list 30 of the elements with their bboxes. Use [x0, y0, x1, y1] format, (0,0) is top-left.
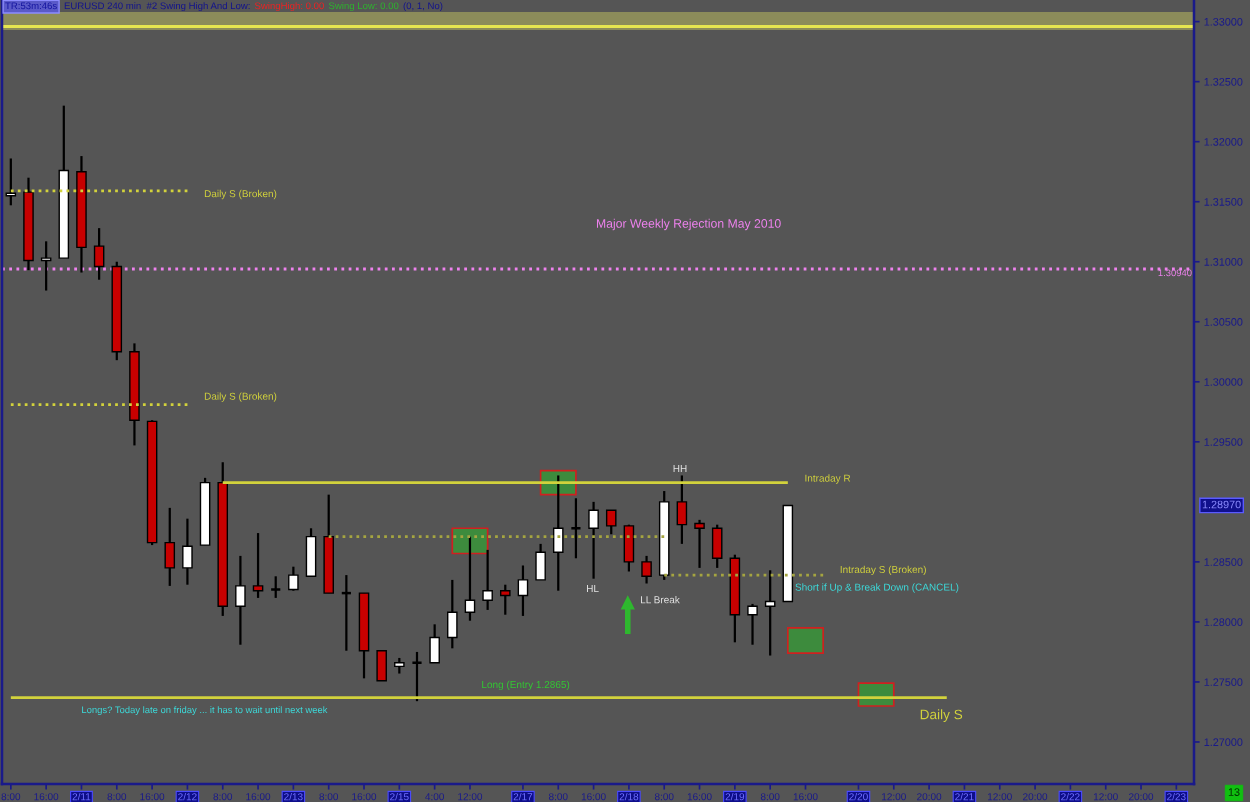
candlestick — [464, 535, 476, 622]
candlestick — [482, 548, 493, 612]
candlestick — [711, 523, 723, 569]
candlestick — [376, 650, 387, 682]
candlestick — [269, 575, 282, 600]
candlestick — [429, 623, 440, 664]
candlestick — [605, 509, 617, 536]
candlestick — [182, 517, 193, 586]
candlestick — [588, 500, 599, 580]
candlestick — [235, 554, 246, 646]
candlestick — [411, 650, 423, 703]
candlestick — [305, 527, 317, 578]
candlestick — [447, 578, 458, 650]
candlestick — [93, 227, 105, 281]
candlestick — [747, 602, 758, 646]
candlestick — [570, 497, 582, 560]
candlestick — [164, 506, 176, 588]
candlestick — [517, 564, 529, 618]
candlestick — [764, 569, 776, 657]
candlestick — [676, 474, 688, 545]
candlestick — [694, 518, 705, 569]
bar — [787, 627, 824, 654]
candlestick — [40, 240, 52, 292]
candlestick — [500, 583, 511, 616]
candlestick — [288, 565, 299, 592]
candlestick — [252, 531, 264, 600]
bar — [451, 527, 489, 555]
candlestick — [641, 554, 652, 585]
candlestick — [552, 474, 564, 592]
candlestick — [535, 542, 546, 582]
